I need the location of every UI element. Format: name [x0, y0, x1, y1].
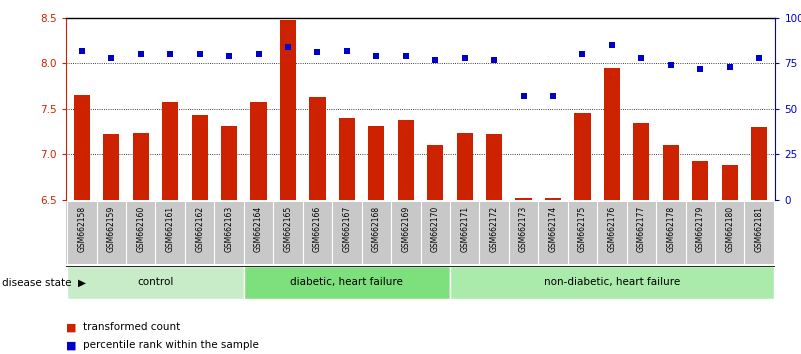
Bar: [339, 118, 355, 200]
Point: [753, 55, 766, 61]
Bar: [574, 113, 590, 200]
Text: disease state  ▶: disease state ▶: [2, 277, 86, 287]
Point: [517, 93, 530, 99]
Text: GSM662168: GSM662168: [372, 206, 380, 252]
Text: transformed count: transformed count: [83, 322, 180, 332]
Text: GSM662174: GSM662174: [549, 206, 557, 252]
Bar: [516, 198, 532, 200]
Point: [635, 55, 648, 61]
Text: GSM662161: GSM662161: [166, 206, 175, 252]
Bar: [133, 133, 149, 200]
Text: GSM662176: GSM662176: [607, 206, 617, 252]
Point: [223, 53, 235, 59]
Point: [694, 66, 706, 72]
Point: [340, 48, 353, 53]
Bar: [251, 102, 267, 200]
Point: [606, 42, 618, 48]
Text: control: control: [137, 277, 174, 287]
Bar: [722, 165, 738, 200]
Text: GSM662173: GSM662173: [519, 206, 528, 252]
Text: GSM662165: GSM662165: [284, 206, 292, 252]
Bar: [450, 266, 774, 299]
Text: GSM662167: GSM662167: [342, 206, 352, 252]
Bar: [74, 95, 90, 200]
Bar: [604, 68, 620, 200]
Bar: [398, 120, 414, 200]
Bar: [221, 126, 237, 200]
Bar: [280, 19, 296, 200]
Bar: [457, 133, 473, 200]
Bar: [545, 198, 562, 200]
Point: [664, 62, 677, 68]
Point: [193, 51, 206, 57]
Text: GSM662163: GSM662163: [224, 206, 234, 252]
Text: GSM662160: GSM662160: [136, 206, 145, 252]
Bar: [634, 122, 650, 200]
Bar: [751, 127, 767, 200]
Text: GSM662172: GSM662172: [489, 206, 499, 252]
Text: non-diabetic, heart failure: non-diabetic, heart failure: [544, 277, 680, 287]
Point: [252, 51, 265, 57]
Point: [135, 51, 147, 57]
Bar: [368, 126, 384, 200]
Point: [400, 53, 413, 59]
Bar: [692, 161, 708, 200]
Bar: [162, 102, 179, 200]
Text: GSM662180: GSM662180: [725, 206, 735, 252]
Bar: [244, 266, 450, 299]
Point: [488, 57, 501, 62]
Point: [105, 55, 118, 61]
Point: [576, 51, 589, 57]
Text: GSM662177: GSM662177: [637, 206, 646, 252]
Point: [75, 48, 88, 53]
Text: GSM662164: GSM662164: [254, 206, 263, 252]
Bar: [191, 115, 207, 200]
Text: GSM662162: GSM662162: [195, 206, 204, 252]
Text: GSM662178: GSM662178: [666, 206, 675, 252]
Point: [164, 51, 177, 57]
Point: [723, 64, 736, 70]
Text: GSM662170: GSM662170: [431, 206, 440, 252]
Bar: [67, 266, 244, 299]
Text: diabetic, heart failure: diabetic, heart failure: [291, 277, 404, 287]
Text: GSM662166: GSM662166: [313, 206, 322, 252]
Bar: [662, 145, 679, 200]
Point: [458, 55, 471, 61]
Text: GSM662158: GSM662158: [78, 206, 87, 252]
Bar: [103, 135, 119, 200]
Bar: [309, 97, 325, 200]
Bar: [427, 145, 443, 200]
Text: GSM662181: GSM662181: [755, 206, 763, 252]
Text: GSM662179: GSM662179: [696, 206, 705, 252]
Text: GSM662169: GSM662169: [401, 206, 410, 252]
Text: GSM662175: GSM662175: [578, 206, 587, 252]
Point: [429, 57, 441, 62]
Bar: [486, 135, 502, 200]
Point: [546, 93, 559, 99]
Text: GSM662159: GSM662159: [107, 206, 116, 252]
Point: [311, 50, 324, 55]
Text: ■: ■: [66, 322, 76, 332]
Text: GSM662171: GSM662171: [461, 206, 469, 252]
Text: percentile rank within the sample: percentile rank within the sample: [83, 340, 260, 350]
Text: ■: ■: [66, 340, 76, 350]
Point: [282, 44, 295, 50]
Point: [370, 53, 383, 59]
